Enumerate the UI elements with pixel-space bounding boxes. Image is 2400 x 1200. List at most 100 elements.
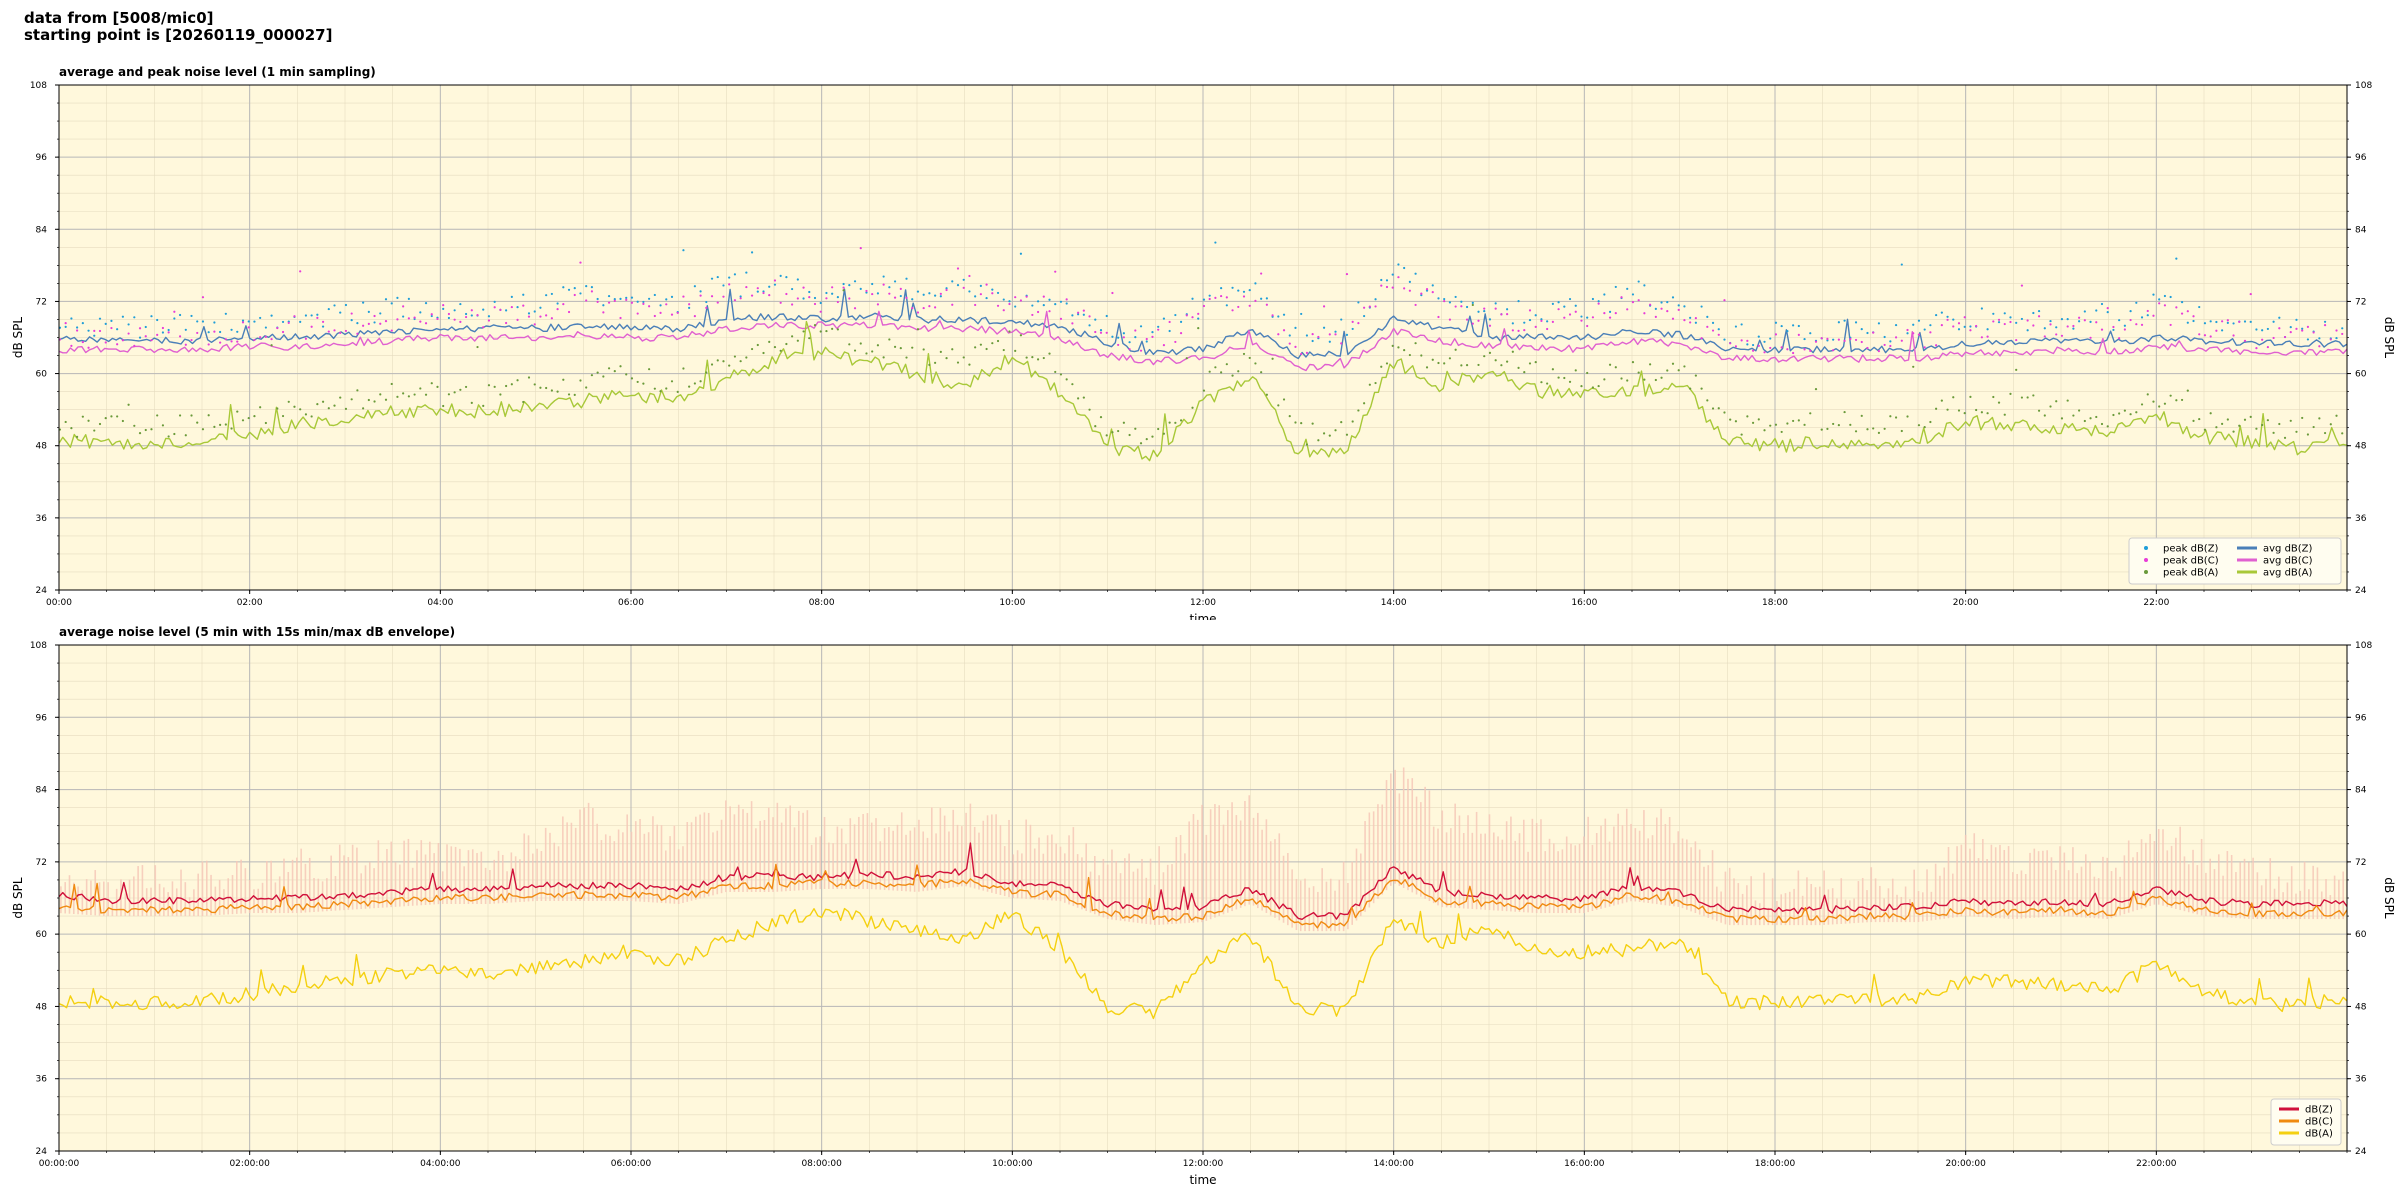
peak-point xyxy=(1774,423,1778,426)
y-tick-label-right: 96 xyxy=(2355,713,2367,723)
peak-point xyxy=(1929,324,1932,327)
peak-point xyxy=(87,329,90,332)
peak-point xyxy=(682,249,685,252)
peak-point xyxy=(1151,331,1154,334)
peak-point xyxy=(1242,295,1246,298)
peak-point xyxy=(184,343,187,346)
peak-point xyxy=(2169,323,2172,327)
peak-point xyxy=(1940,324,1943,327)
peak-point xyxy=(1837,321,1840,324)
peak-point xyxy=(2289,419,2292,422)
x-tick-label: 06:00 xyxy=(618,598,644,608)
peak-point xyxy=(1105,331,1108,334)
peak-point xyxy=(1997,401,2001,404)
peak-point xyxy=(1803,423,1806,426)
peak-point xyxy=(1054,302,1057,306)
peak-point xyxy=(607,294,611,298)
peak-point xyxy=(270,338,273,341)
peak-point xyxy=(1923,426,1926,429)
peak-point xyxy=(659,390,662,393)
peak-point xyxy=(710,295,714,298)
peak-point xyxy=(2209,412,2212,415)
peak-point xyxy=(1912,332,1915,335)
peak-point xyxy=(1282,313,1286,316)
peak-point xyxy=(304,413,308,416)
peak-point xyxy=(1385,285,1389,289)
y-tick-label-left: 48 xyxy=(36,442,48,452)
peak-point xyxy=(619,297,622,300)
peak-point xyxy=(545,386,548,390)
x-tick-label: 18:00:00 xyxy=(1755,1159,1796,1169)
peak-point xyxy=(2301,416,2304,420)
peak-point xyxy=(1191,297,1194,300)
peak-point xyxy=(2158,302,2161,305)
peak-point xyxy=(121,315,124,318)
peak-point xyxy=(968,290,971,293)
peak-point xyxy=(1580,315,1583,318)
peak-point xyxy=(144,428,147,432)
peak-point xyxy=(1746,415,1749,418)
peak-point xyxy=(1431,284,1434,287)
peak-point xyxy=(224,423,227,426)
peak-point xyxy=(1082,309,1085,312)
peak-point xyxy=(487,315,491,318)
peak-point xyxy=(590,374,594,377)
peak-point xyxy=(613,369,616,373)
peak-point xyxy=(1866,346,1869,350)
peak-point xyxy=(2152,293,2155,296)
chart-legend: dB(Z)dB(C)dB(A) xyxy=(2270,1098,2342,1146)
peak-point xyxy=(779,349,782,352)
peak-point xyxy=(768,285,771,288)
peak-point xyxy=(819,310,822,313)
peak-point xyxy=(996,339,1000,343)
peak-point xyxy=(2129,413,2132,416)
peak-point xyxy=(1563,316,1566,319)
peak-point xyxy=(1872,331,1875,334)
peak-point xyxy=(1814,340,1818,343)
peak-point xyxy=(299,270,302,273)
peak-point xyxy=(859,342,862,345)
peak-point xyxy=(1854,321,1858,324)
peak-point xyxy=(1042,295,1045,298)
peak-point xyxy=(1568,380,1572,383)
peak-point xyxy=(1208,370,1211,373)
peak-point xyxy=(934,294,937,297)
peak-point xyxy=(64,420,67,424)
peak-point xyxy=(573,287,576,290)
peak-point xyxy=(1471,322,1474,325)
peak-point xyxy=(1191,316,1194,319)
peak-point xyxy=(2146,393,2149,396)
peak-point xyxy=(619,316,622,320)
peak-point xyxy=(402,315,405,318)
peak-point xyxy=(750,294,754,297)
peak-point xyxy=(802,286,805,289)
chart-legend: peak dB(Z)peak dB(C)peak dB(A)avg dB(Z)a… xyxy=(2128,537,2342,585)
peak-point xyxy=(785,342,788,346)
peak-point xyxy=(665,387,668,390)
peak-point xyxy=(985,347,988,351)
peak-point xyxy=(1809,349,1812,352)
peak-point xyxy=(1511,322,1514,325)
peak-point xyxy=(1854,338,1858,342)
peak-point xyxy=(876,344,880,347)
peak-point xyxy=(321,320,325,323)
peak-point xyxy=(653,314,656,318)
peak-point xyxy=(396,318,399,321)
peak-point xyxy=(1151,435,1154,438)
peak-point xyxy=(2243,339,2247,342)
peak-point xyxy=(321,400,325,403)
peak-point xyxy=(665,298,668,301)
peak-point xyxy=(665,303,668,306)
peak-point xyxy=(1797,419,1800,422)
peak-point xyxy=(1311,332,1314,336)
peak-point xyxy=(1980,307,1983,310)
peak-point xyxy=(522,304,525,307)
page-header: data from [5008/mic0] starting point is … xyxy=(24,10,332,44)
peak-point xyxy=(1774,333,1778,336)
peak-point xyxy=(951,280,954,283)
peak-point xyxy=(1380,365,1383,368)
peak-point xyxy=(299,408,302,411)
peak-point xyxy=(825,291,828,295)
peak-point xyxy=(1254,282,1257,285)
peak-point xyxy=(2112,325,2115,329)
